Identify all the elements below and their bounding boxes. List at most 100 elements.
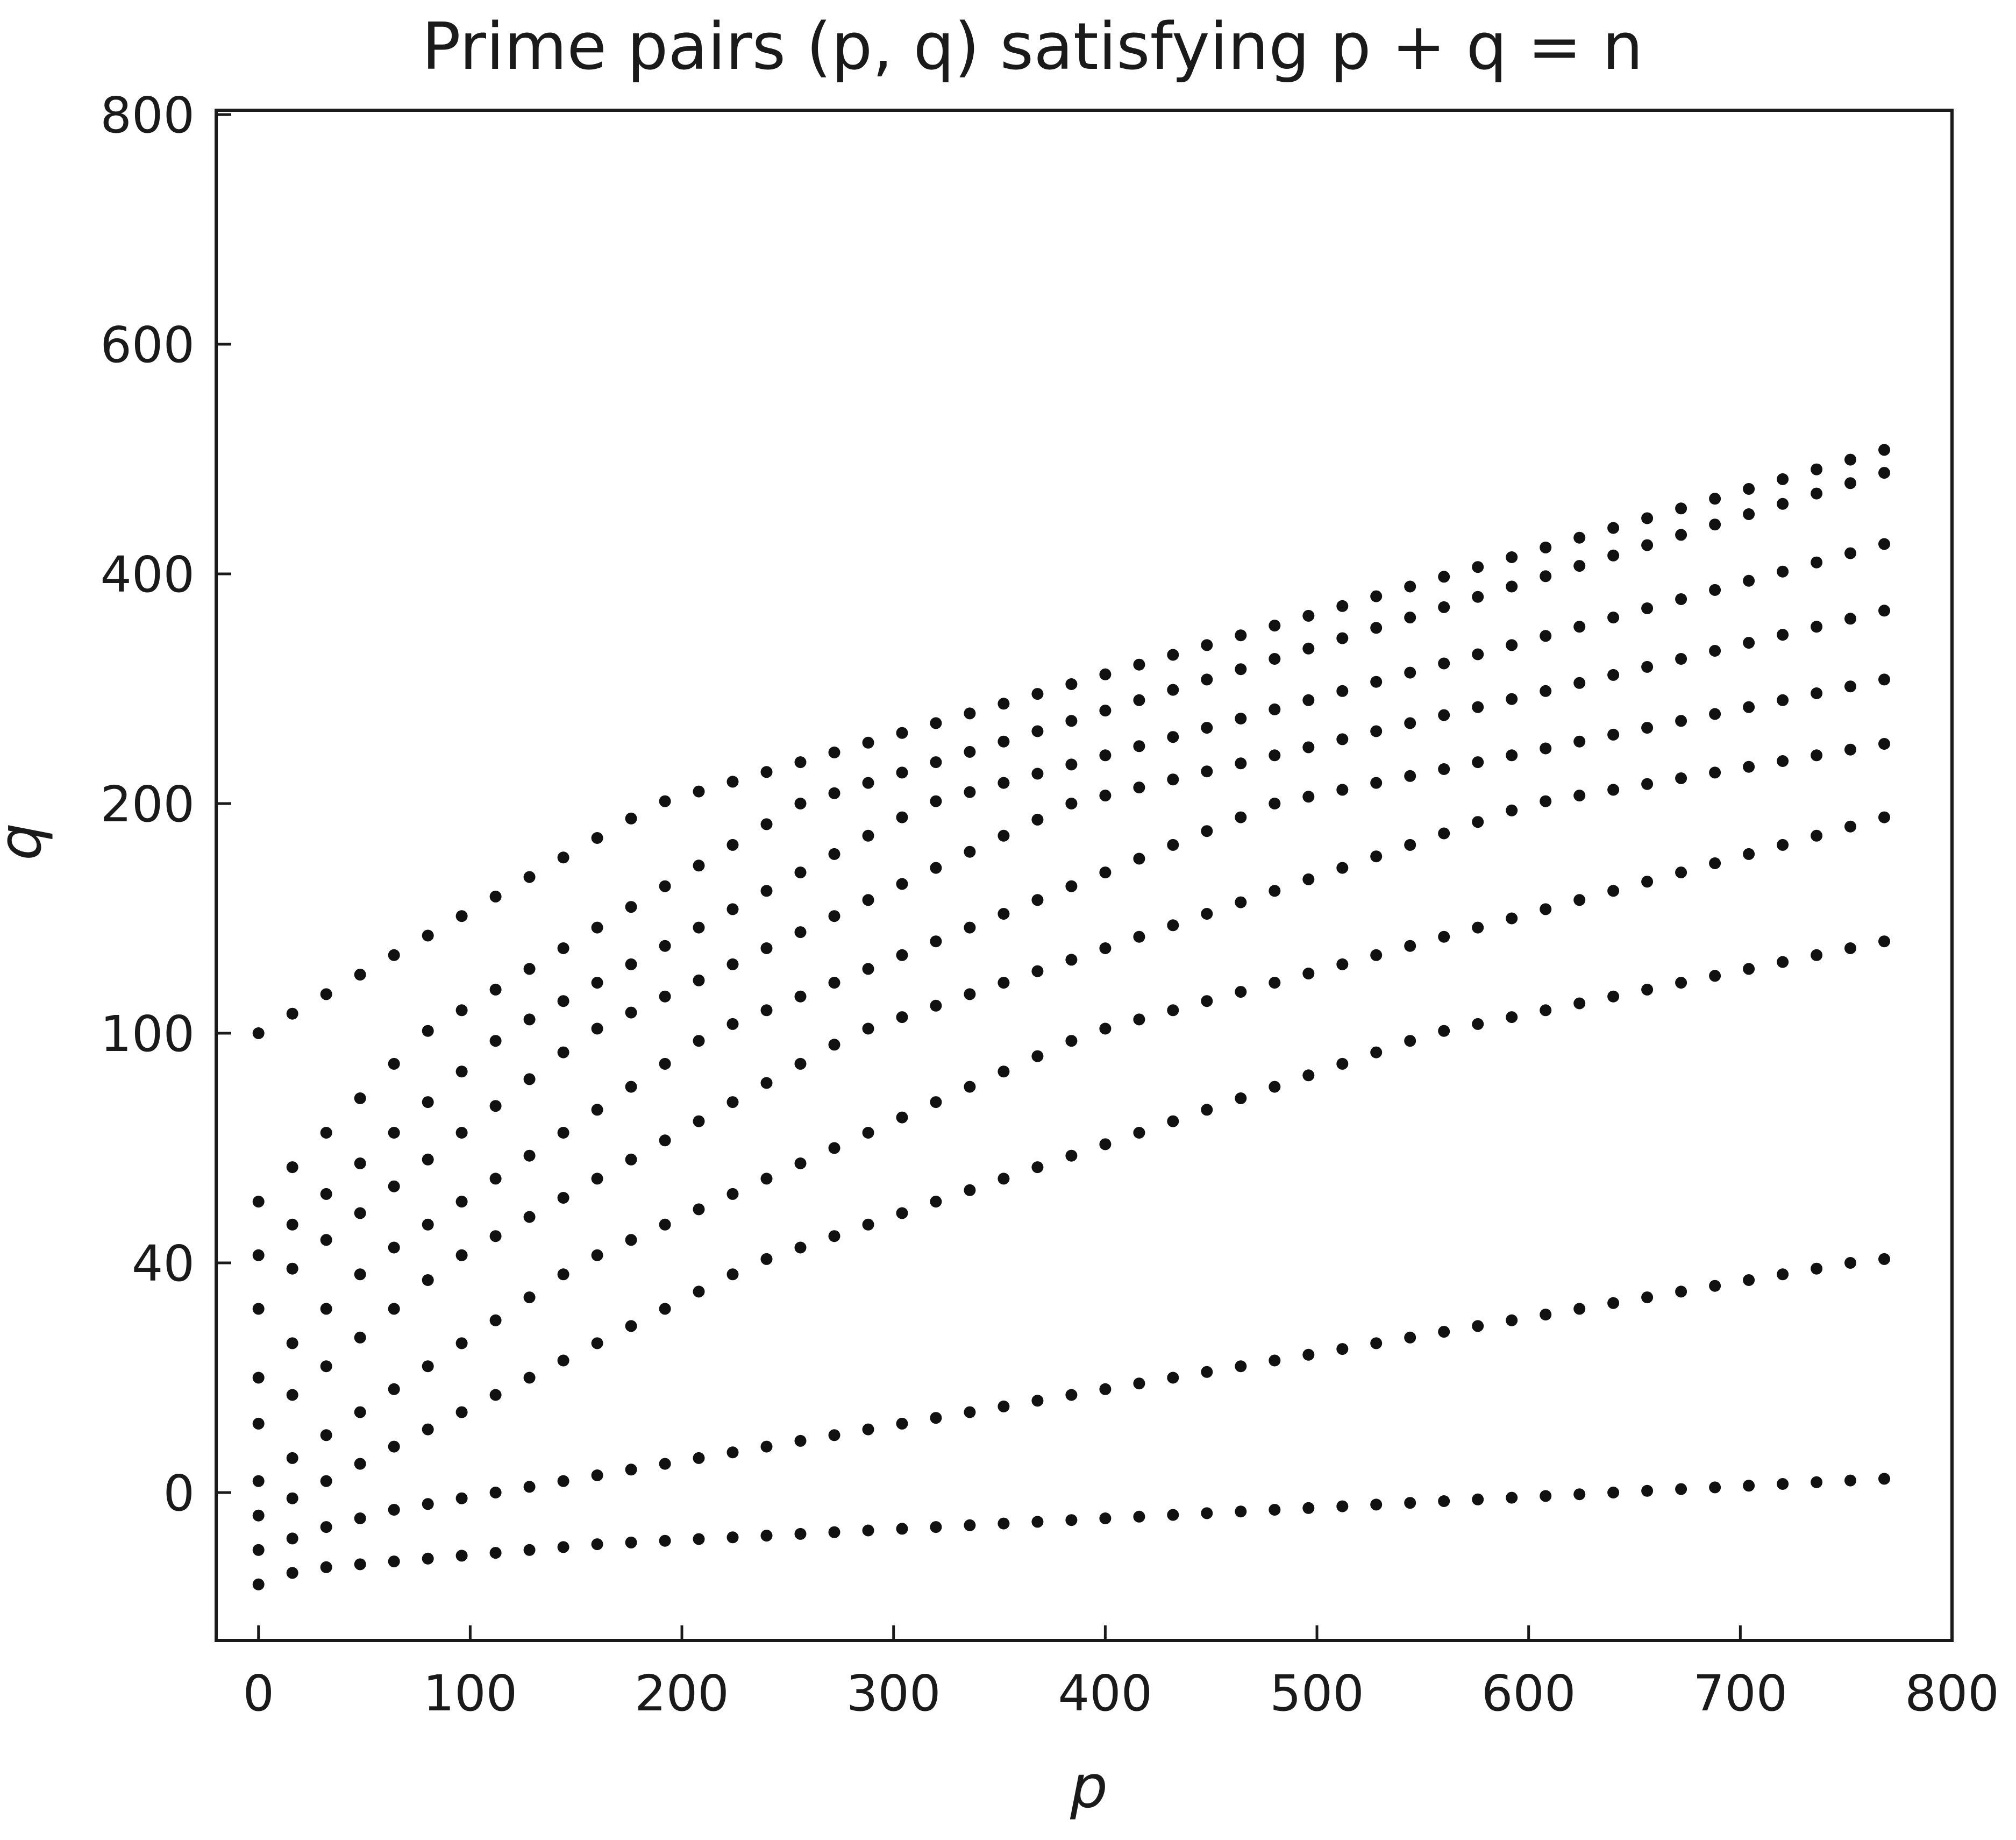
data-point (1743, 1480, 1755, 1492)
data-point (1167, 731, 1179, 743)
data-point (1675, 772, 1687, 784)
data-point (1235, 757, 1247, 770)
data-point (1065, 678, 1078, 690)
data-point (591, 977, 603, 989)
data-point (1031, 1050, 1044, 1062)
data-point (1472, 701, 1484, 713)
data-point (1675, 866, 1687, 879)
y-tick-label: 200 (100, 776, 195, 833)
data-point (1133, 852, 1145, 865)
data-point (1167, 839, 1179, 851)
data-point (1811, 749, 1823, 762)
data-point (1336, 784, 1349, 796)
data-point (1675, 1483, 1687, 1495)
x-tick-label: 600 (1481, 1665, 1576, 1722)
data-point (557, 1192, 569, 1204)
data-point (252, 1417, 265, 1430)
data-point (760, 1173, 773, 1185)
data-point (930, 999, 942, 1012)
data-point (659, 795, 671, 807)
data-point (1404, 717, 1416, 729)
data-point (828, 977, 840, 989)
data-point (388, 1504, 400, 1516)
data-point (1675, 715, 1687, 727)
data-point (1743, 483, 1755, 495)
data-point (422, 1153, 434, 1166)
data-point (1133, 1127, 1145, 1139)
data-point (252, 1196, 265, 1208)
data-point (930, 862, 942, 874)
data-point (1336, 862, 1349, 874)
data-point (252, 1249, 265, 1261)
data-point (1167, 773, 1179, 786)
data-point (523, 1481, 536, 1493)
data-point (1709, 766, 1721, 779)
data-point (1506, 551, 1518, 563)
data-point (998, 735, 1010, 748)
data-point (320, 1188, 332, 1200)
data-point (1811, 621, 1823, 633)
y-axis-label: q (0, 823, 54, 861)
data-point (1607, 784, 1620, 796)
data-point (1133, 1510, 1145, 1523)
data-point (1302, 968, 1315, 979)
data-point (1201, 1104, 1213, 1116)
data-point (896, 727, 908, 739)
data-point (1438, 709, 1450, 721)
data-point (693, 1203, 705, 1216)
data-point (1201, 722, 1213, 734)
data-point (1878, 811, 1890, 823)
data-point (693, 1533, 705, 1545)
data-point (1709, 493, 1721, 505)
data-point (523, 1372, 536, 1384)
data-point (354, 1458, 366, 1470)
data-point (455, 1127, 468, 1139)
data-point (1438, 827, 1450, 840)
data-point (1201, 765, 1213, 778)
data-point (557, 1354, 569, 1367)
data-point (964, 1406, 976, 1418)
data-point (354, 1207, 366, 1219)
data-point (1235, 811, 1247, 823)
data-point (1573, 531, 1586, 544)
data-point (422, 1218, 434, 1231)
data-point (1811, 1262, 1823, 1275)
data-point (1472, 1493, 1484, 1505)
data-point (930, 795, 942, 807)
data-point (1235, 713, 1247, 724)
data-point (1031, 768, 1044, 780)
data-point (1777, 565, 1789, 578)
data-point (388, 1303, 400, 1315)
data-point (523, 1149, 536, 1162)
data-point (1099, 705, 1112, 717)
data-point (896, 766, 908, 779)
data-point (1743, 508, 1755, 520)
data-point (1133, 740, 1145, 752)
data-point (1065, 715, 1078, 727)
data-point (1472, 816, 1484, 828)
data-point (557, 1541, 569, 1553)
x-tick-label: 800 (1905, 1665, 1999, 1722)
data-point (1878, 1253, 1890, 1265)
data-point (1370, 590, 1383, 602)
data-point (1099, 866, 1112, 879)
data-point (1844, 613, 1856, 625)
data-point (489, 1487, 502, 1498)
data-point (794, 1157, 807, 1169)
data-point (489, 1035, 502, 1047)
x-axis-label: p (1070, 1752, 1108, 1821)
data-point (320, 1234, 332, 1246)
data-point (1201, 1507, 1213, 1519)
data-point (1675, 529, 1687, 541)
data-point (726, 1018, 739, 1030)
data-point (1235, 986, 1247, 998)
data-point (1302, 873, 1315, 885)
x-axis-ticks: 0 100 200 300 400 500 600 700 800 (243, 1625, 1999, 1722)
data-point (252, 1578, 265, 1590)
x-tick-label: 300 (846, 1665, 941, 1722)
y-axis-ticks: 0 40 100 200 400 600 800 (100, 87, 231, 1522)
x-tick-label: 100 (423, 1665, 518, 1722)
data-point (489, 983, 502, 996)
data-point (1777, 839, 1789, 851)
x-tick-label: 0 (243, 1665, 274, 1722)
